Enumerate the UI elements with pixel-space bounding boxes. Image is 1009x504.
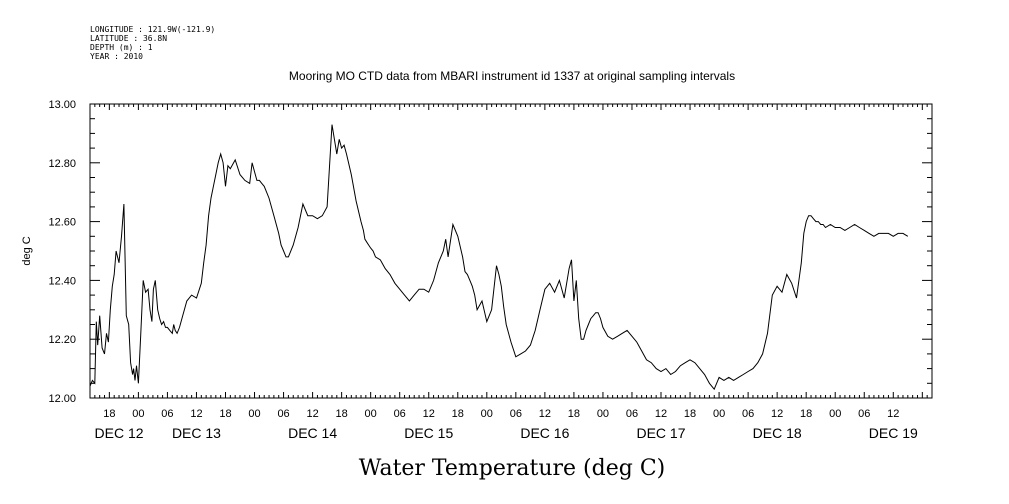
series-line-water-temperature (89, 124, 909, 391)
hour-tick-label: 00 (132, 408, 144, 420)
hour-tick-label: 06 (277, 408, 289, 420)
day-label: DEC 16 (520, 425, 569, 441)
day-label: DEC 13 (172, 425, 221, 441)
hour-tick-label: 12 (190, 408, 202, 420)
hour-tick-label: 00 (597, 408, 609, 420)
hour-tick-label: 18 (452, 408, 464, 420)
hour-tick-label: 12 (771, 408, 783, 420)
day-label: DEC 18 (753, 425, 802, 441)
x-axis-title: Water Temperature (deg C) (359, 456, 666, 481)
hour-tick-label: 06 (394, 408, 406, 420)
day-label: DEC 14 (288, 425, 337, 441)
y-tick-label: 12.40 (48, 275, 76, 287)
day-labels: DEC 12 DEC 13 DEC 14 DEC 15 DEC 16 DEC 17 DEC … (95, 425, 918, 441)
hour-tick-label: 18 (103, 408, 115, 420)
hour-tick-label: 18 (568, 408, 580, 420)
day-label: DEC 12 (95, 425, 144, 441)
day-label: DEC 17 (636, 425, 685, 441)
hour-tick-label: 00 (713, 408, 725, 420)
hour-tick-labels: 18 00 06 12 18 00 06 12 18 00 06 12 18 00 06 12 18 00 06 12… (103, 408, 899, 420)
y-tick-label: 12.00 (48, 393, 76, 405)
tick-marks (89, 103, 933, 399)
latitude-label: LATITUDE : 36.8N (90, 34, 167, 43)
day-label: DEC 15 (404, 425, 453, 441)
hour-tick-label: 00 (829, 408, 841, 420)
hour-tick-label: 06 (510, 408, 522, 420)
hour-tick-label: 00 (248, 408, 260, 420)
y-tick-labels: 12.00 12.20 12.40 12.60 12.80 13.00 (48, 99, 76, 405)
hour-tick-label: 18 (800, 408, 812, 420)
hour-tick-label: 00 (365, 408, 377, 420)
hour-tick-label: 06 (161, 408, 173, 420)
chart-title: Mooring MO CTD data from MBARI instrumen… (289, 69, 735, 83)
year-label: YEAR : 2010 (90, 52, 143, 61)
y-tick-label: 12.20 (48, 334, 76, 346)
hour-tick-label: 18 (336, 408, 348, 420)
hour-tick-label: 12 (423, 408, 435, 420)
hour-tick-label: 18 (219, 408, 231, 420)
hour-tick-label: 06 (858, 408, 870, 420)
hour-tick-label: 12 (539, 408, 551, 420)
hour-tick-label: 12 (655, 408, 667, 420)
y-axis-label: deg C (21, 236, 33, 265)
y-tick-label: 13.00 (48, 99, 76, 111)
y-tick-label: 12.60 (48, 217, 76, 229)
depth-label: DEPTH (m) : 1 (90, 43, 153, 52)
hour-tick-label: 06 (742, 408, 754, 420)
longitude-label: LONGITUDE : 121.9W(-121.9) (90, 25, 215, 34)
hour-tick-label: 00 (481, 408, 493, 420)
plot-frame (89, 103, 933, 399)
metadata-block: LONGITUDE : 121.9W(-121.9) LATITUDE : 36… (90, 25, 215, 61)
hour-tick-label: 12 (306, 408, 318, 420)
hour-tick-label: 06 (626, 408, 638, 420)
hour-tick-label: 18 (684, 408, 696, 420)
day-label: DEC 19 (869, 425, 918, 441)
y-tick-label: 12.80 (48, 158, 76, 170)
hour-tick-label: 12 (887, 408, 899, 420)
